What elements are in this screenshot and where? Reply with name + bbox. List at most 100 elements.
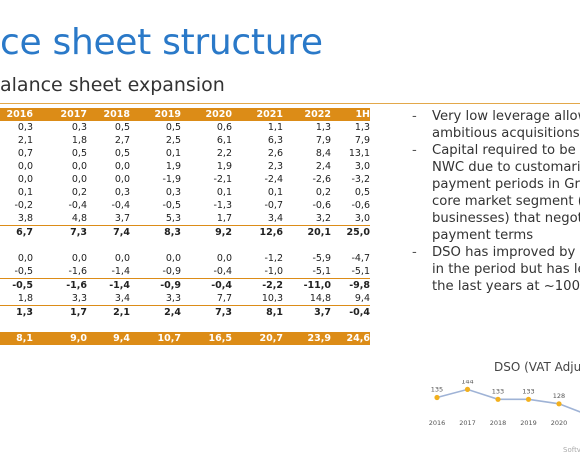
table-cell: 20,7 [259, 333, 283, 344]
table-cell: 0,7 [17, 148, 33, 159]
page-title: ce sheet structure [0, 22, 323, 63]
table-cell: 3,7 [114, 213, 130, 224]
dso-data-label: 135 [431, 386, 443, 394]
bullet-line: payment periods in Gre [412, 176, 580, 193]
page-subtitle: alance sheet expansion [0, 74, 225, 96]
table-cell: 1,9 [216, 161, 232, 172]
table-cell: -0,5 [14, 266, 33, 277]
table-row: -0,5 -1,6 -1,4 -0,9 -0,4 -1,0 -5,1 -5,1 [0, 265, 370, 279]
bullet-line: - DSO has improved by - [412, 244, 580, 261]
table-cell: 0,0 [114, 174, 130, 185]
table-cell: 6,1 [216, 135, 232, 146]
x-tick-label: 2018 [490, 419, 507, 427]
bullet-line: core market segment (r [412, 193, 580, 210]
table-cell: 8,3 [164, 227, 181, 238]
table-cell: 2,1 [113, 307, 130, 318]
table-cell: 0,3 [114, 187, 130, 198]
table-cell: 2,3 [267, 161, 283, 172]
table-cell: 25,0 [346, 227, 370, 238]
column-header: 2020 [205, 109, 232, 120]
table-cell: -0,9 [162, 266, 181, 277]
table-cell: -2,6 [312, 174, 331, 185]
table-total-row: 8,1 9,0 9,4 10,7 16,5 20,7 23,9 24,6 [0, 332, 370, 345]
bullet-dash: - [412, 109, 417, 124]
table-cell: -1,6 [68, 266, 87, 277]
table-body: 0,3 0,3 0,5 0,5 0,6 1,1 1,3 1,3 2,1 1,8 2,7 2,5 6,1 6… [0, 121, 370, 345]
table-row: 0,0 0,0 0,0 -1,9 -2,1 -2,4 -2,6 -3,2 [0, 173, 370, 186]
chart-title: DSO (VAT Adjuste [494, 360, 580, 374]
table-cell: 3,8 [17, 213, 33, 224]
table-row: -0,2 -0,4 -0,4 -0,5 -1,3 -0,7 -0,6 -0,6 [0, 199, 370, 212]
bullet-text: Capital required to be t [432, 143, 580, 158]
table-cell: 14,8 [309, 293, 331, 304]
table-cell: 0,5 [114, 122, 130, 133]
table-cell: 3,4 [114, 293, 130, 304]
table-cell: 0,5 [165, 122, 181, 133]
table-gap [0, 239, 370, 252]
table-cell: 7,4 [113, 227, 130, 238]
table-cell: -2,4 [264, 174, 283, 185]
dso-point [464, 386, 471, 392]
table-cell: -0,6 [351, 200, 370, 211]
bullet-text: core market segment (r [432, 194, 580, 209]
table-cell: 0,0 [216, 253, 232, 264]
table-cell: 2,5 [165, 135, 181, 146]
table-cell: -9,8 [349, 280, 370, 291]
title-divider [0, 103, 580, 104]
table-cell: 0,0 [71, 253, 87, 264]
dso-point [434, 394, 440, 401]
table-cell: 6,3 [267, 135, 283, 146]
bullet-dash: - [412, 143, 417, 158]
table-cell: 1,7 [70, 307, 87, 318]
table-cell: 7,3 [215, 307, 232, 318]
table-gap [0, 319, 370, 332]
dso-point [525, 396, 532, 402]
table-cell: 1,3 [354, 122, 370, 133]
bullet-text: Very low leverage allow [432, 109, 580, 124]
table-cell: 8,1 [266, 307, 283, 318]
table-cell: -5,9 [312, 253, 331, 264]
bullet-line: ambitious acquisitions s [412, 125, 580, 142]
table-cell: 0,0 [165, 253, 181, 264]
table-cell: 0,5 [71, 148, 87, 159]
bullet-text: in the period but has le [432, 262, 580, 277]
bullet-line: payment terms [412, 227, 580, 244]
table-cell: -11,0 [303, 280, 331, 291]
table-cell: -0,4 [349, 307, 370, 318]
table-cell: -0,4 [111, 200, 130, 211]
table-cell: -0,7 [264, 200, 283, 211]
table-cell: 2,7 [114, 135, 130, 146]
balance-sheet-table: 2016 2017 2018 2019 2020 2021 2022 1H 2023 0,3 0… [0, 108, 370, 345]
table-cell: 0,1 [165, 148, 181, 159]
bullet-line: in the period but has le [412, 261, 580, 278]
table-row: 0,0 0,0 0,0 0,0 0,0 -1,2 -5,9 -4,7 [0, 252, 370, 265]
table-cell: -0,4 [213, 266, 232, 277]
table-cell: -0,5 [12, 280, 33, 291]
bullet-text: DSO has improved by - [432, 245, 580, 260]
table-cell: 3,2 [315, 213, 331, 224]
table-cell: -2,2 [262, 280, 283, 291]
bullet-dash: - [412, 245, 417, 260]
x-tick-label: 2019 [520, 419, 537, 427]
table-cell: 5,3 [165, 213, 181, 224]
bullet-list: - Very low leverage allow ambitious acquis… [412, 108, 580, 295]
table-row: 0,1 0,2 0,3 0,3 0,1 0,1 0,2 0,5 [0, 186, 370, 199]
table-cell: 2,1 [17, 135, 33, 146]
table-cell: 0,0 [114, 161, 130, 172]
table-cell: -1,6 [66, 280, 87, 291]
table-cell: -1,3 [213, 200, 232, 211]
table-cell: -5,1 [312, 266, 331, 277]
table-cell: 6,7 [16, 227, 33, 238]
dso-data-label: 128 [553, 392, 565, 400]
table-cell: 0,6 [216, 122, 232, 133]
dso-data-label: 133 [492, 387, 504, 395]
source-note: Softv [563, 446, 580, 454]
table-cell: 0,3 [71, 122, 87, 133]
table-cell: 12,6 [259, 227, 283, 238]
dso-data-label: 133 [522, 387, 534, 395]
column-header: 2022 [304, 109, 331, 120]
bullet-text: the last years at ~100 d [432, 279, 580, 294]
table-row: 3,8 4,8 3,7 5,3 1,7 3,4 3,2 3,0 [0, 212, 370, 226]
table-cell: 0,3 [17, 122, 33, 133]
bullet-line: the last years at ~100 d [412, 278, 580, 295]
